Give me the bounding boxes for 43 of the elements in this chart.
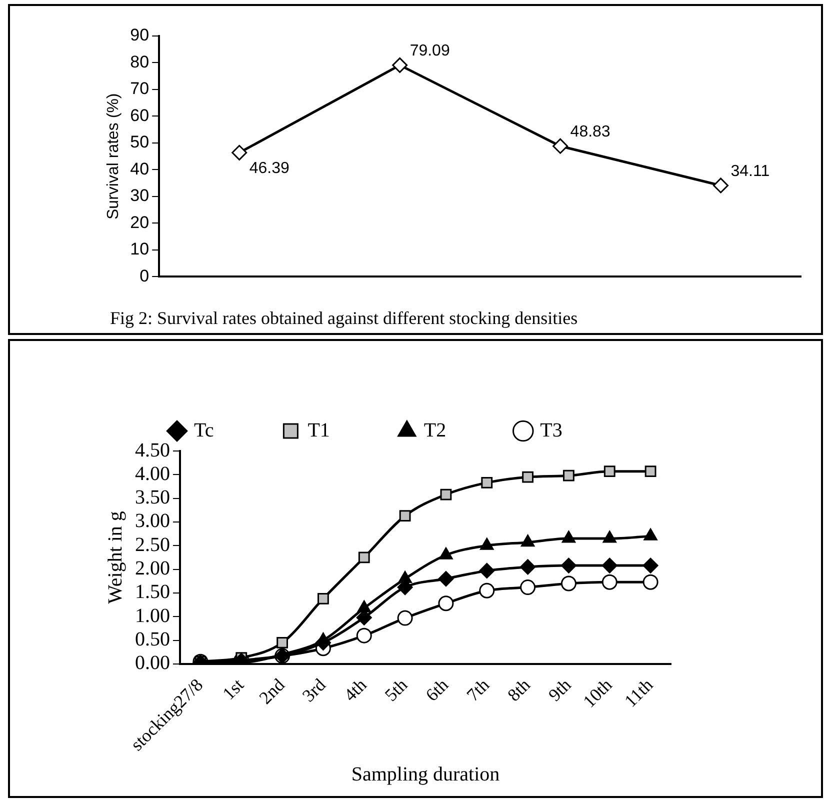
y-axis-title: Survival rates (%) xyxy=(105,93,122,220)
x-tick-label: 8th xyxy=(504,674,534,706)
legend-label: Tc xyxy=(194,419,214,442)
y-tick-label: 3.50 xyxy=(135,486,170,509)
x-tick-label: 2nd xyxy=(255,674,288,708)
y-axis-title: Weight in g xyxy=(104,511,126,604)
y-tick-label: 90 xyxy=(130,26,150,45)
y-tick-label: 10 xyxy=(130,240,150,259)
data-label: 48.83 xyxy=(570,124,610,141)
y-tick-label: 0.50 xyxy=(135,628,170,651)
x-tick-label: 7th xyxy=(462,674,494,706)
y-tick-label: 80 xyxy=(130,52,150,72)
x-axis-title: Sampling duration xyxy=(351,763,500,786)
x-tick-label: 3rd xyxy=(298,674,330,706)
x-tick-label: 11th xyxy=(620,674,657,711)
y-tick-label: 2.50 xyxy=(135,534,170,556)
y-tick-label: 30 xyxy=(130,186,150,206)
x-tick-label: 4th xyxy=(340,674,370,706)
x-tick-label: 9th xyxy=(544,674,575,706)
data-label: 46.39 xyxy=(249,160,290,178)
y-tick-label: 1.00 xyxy=(135,604,170,627)
x-tick-label: 10th xyxy=(579,674,616,712)
y-tick-label: 4.50 xyxy=(135,439,170,462)
y-tick-label: 50 xyxy=(130,132,150,152)
y-tick-label: 0 xyxy=(140,266,150,286)
y-tick-label: 2.00 xyxy=(135,558,170,580)
y-tick-label: 0.00 xyxy=(135,652,170,674)
y-tick-label: 60 xyxy=(130,106,150,125)
data-label: 79.09 xyxy=(410,42,450,60)
x-tick-label: 1st xyxy=(218,674,248,704)
legend-label: T2 xyxy=(424,419,446,442)
y-tick-label: 70 xyxy=(130,79,150,98)
data-label: 34.11 xyxy=(730,162,770,180)
y-tick-label: 20 xyxy=(130,212,150,232)
x-tick-label: 6th xyxy=(422,674,452,706)
y-tick-label: 4.00 xyxy=(135,462,170,485)
caption: Fig 2: Survival rates obtained against different stocking densities xyxy=(109,307,579,330)
y-tick-label: 40 xyxy=(130,159,150,178)
legend-label: T1 xyxy=(308,419,330,442)
legend-label: T3 xyxy=(540,419,562,442)
y-tick-label: 3.00 xyxy=(135,510,170,532)
x-tick-label: 5th xyxy=(380,674,412,706)
y-tick-label: 1.50 xyxy=(135,581,170,604)
